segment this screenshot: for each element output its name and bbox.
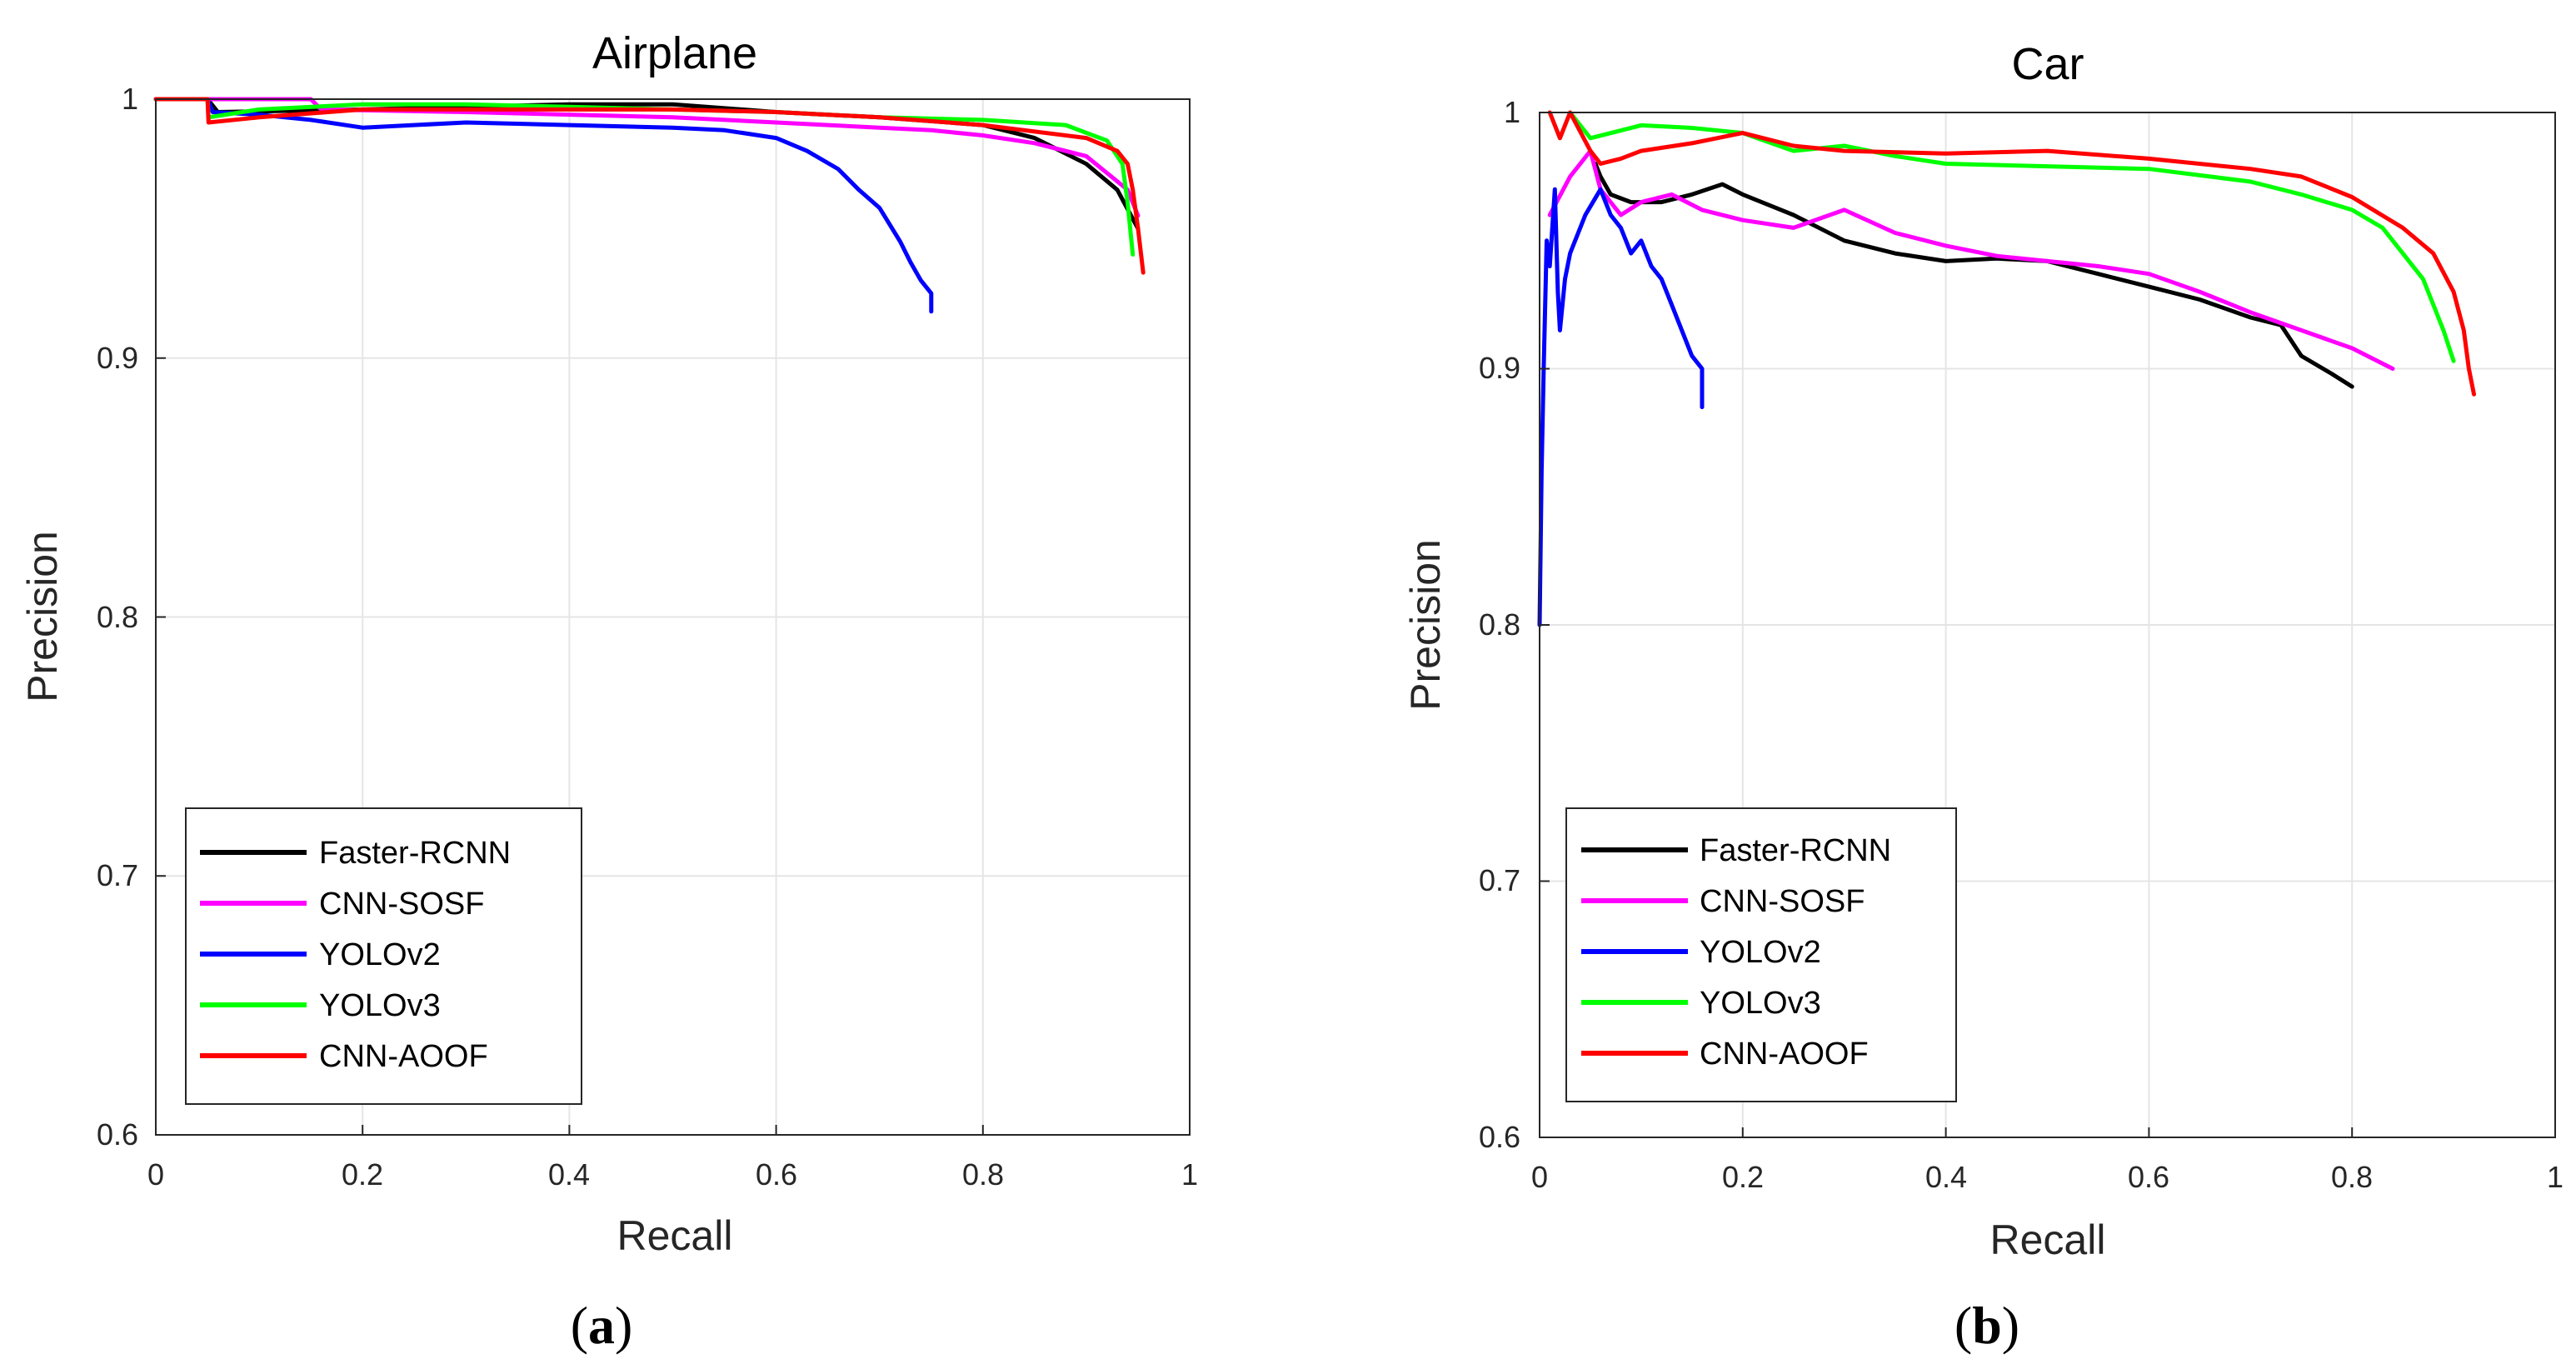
chart-a-legend-label: Faster-RCNN <box>319 836 511 871</box>
chart-b-legend-label: YOLOv2 <box>1700 935 1821 970</box>
chart-b-legend-label: Faster-RCNN <box>1700 833 1891 868</box>
chart-b-xtick-label: 0.6 <box>2128 1160 2169 1194</box>
chart-b-title: Car <box>2011 39 2084 89</box>
panel-a-label: (a) <box>571 1296 633 1355</box>
chart-b-ytick-label: 0.9 <box>1479 351 1520 385</box>
chart-b-series-line-faster-rcnn <box>1593 162 2354 389</box>
chart-b-ylabel: Precision <box>1402 539 1449 711</box>
chart-a-ytick-label: 0.9 <box>97 341 138 375</box>
chart-b-xtick-label: 0.2 <box>1722 1160 1764 1194</box>
chart-a-ylabel: Precision <box>19 531 66 702</box>
chart-b-series-line-cnn-sosf <box>1547 148 2395 371</box>
chart-b-legend-label: CNN-AOOF <box>1700 1037 1869 1072</box>
chart-a-legend-label: CNN-SOSF <box>319 887 484 922</box>
chart-a-series-line-yolov3 <box>153 97 1136 257</box>
chart-b-xtick-label: 0.4 <box>1925 1160 1967 1194</box>
panel-a-chart: Airplane 0 0.2 0.4 0.6 0.8 1 0.6 0.7 0.8… <box>19 28 1198 1355</box>
chart-b-ytick-label: 0.7 <box>1479 863 1520 897</box>
chart-a-xtick-label: 0.2 <box>342 1157 383 1192</box>
chart-b-ytick-label: 0.8 <box>1479 607 1520 642</box>
chart-a-series <box>153 97 1146 314</box>
chart-a-xtick-label: 0 <box>147 1157 164 1192</box>
panel-b-chart: Car 0 0.2 0.4 0.6 0.8 1 0.6 0.7 0.8 0.9 … <box>1402 39 2564 1355</box>
chart-b-xtick-label: 0 <box>1531 1160 1548 1194</box>
chart-a-ytick-label: 0.7 <box>97 858 138 892</box>
chart-b-series <box>1537 110 2476 627</box>
chart-a-ticks <box>155 98 1191 1136</box>
chart-a-xtick-label: 0.6 <box>756 1157 797 1192</box>
chart-a-xtick-label: 0.4 <box>548 1157 590 1192</box>
chart-b-series-line-yolov3 <box>1568 110 2456 363</box>
chart-b-legend-label: YOLOv3 <box>1700 986 1821 1021</box>
chart-a-legend: Faster-RCNN CNN-SOSF YOLOv2 YOLOv3 CNN-A… <box>185 807 582 1105</box>
chart-b-series-line-cnn-aoof <box>1547 110 2476 397</box>
chart-a-ytick-label: 0.8 <box>97 600 138 634</box>
chart-a-ytick-label: 0.6 <box>97 1117 138 1152</box>
chart-a-legend-label: CNN-AOOF <box>319 1039 488 1074</box>
chart-b-series-line-yolov2 <box>1537 187 1705 627</box>
chart-a-xtick-label: 0.8 <box>962 1157 1004 1192</box>
chart-b-ticks <box>1539 112 2556 1138</box>
chart-b-xtick-label: 1 <box>2547 1160 2564 1194</box>
chart-a-series-line-yolov2 <box>153 97 934 314</box>
chart-b-xlabel: Recall <box>1990 1217 2106 1263</box>
chart-a-legend-label: YOLOv2 <box>319 937 441 972</box>
chart-a-legend-label: YOLOv3 <box>319 988 441 1023</box>
panel-b-label: (b) <box>1954 1296 2019 1355</box>
chart-a-series-line-cnn-aoof <box>153 97 1146 275</box>
chart-a-title: Airplane <box>592 28 757 78</box>
chart-a-xlabel: Recall <box>617 1212 733 1259</box>
chart-b-xtick-label: 0.8 <box>2331 1160 2373 1194</box>
chart-a-series-line-cnn-sosf <box>153 97 1141 218</box>
chart-b-legend: Faster-RCNN CNN-SOSF YOLOv2 YOLOv3 CNN-A… <box>1565 807 1957 1102</box>
chart-a-xtick-label: 1 <box>1181 1157 1198 1192</box>
chart-b-ytick-label: 1 <box>1504 95 1520 129</box>
chart-b-ytick-label: 0.6 <box>1479 1120 1520 1154</box>
chart-a-ytick-label: 1 <box>122 82 138 116</box>
chart-b-legend-label: CNN-SOSF <box>1700 884 1865 919</box>
